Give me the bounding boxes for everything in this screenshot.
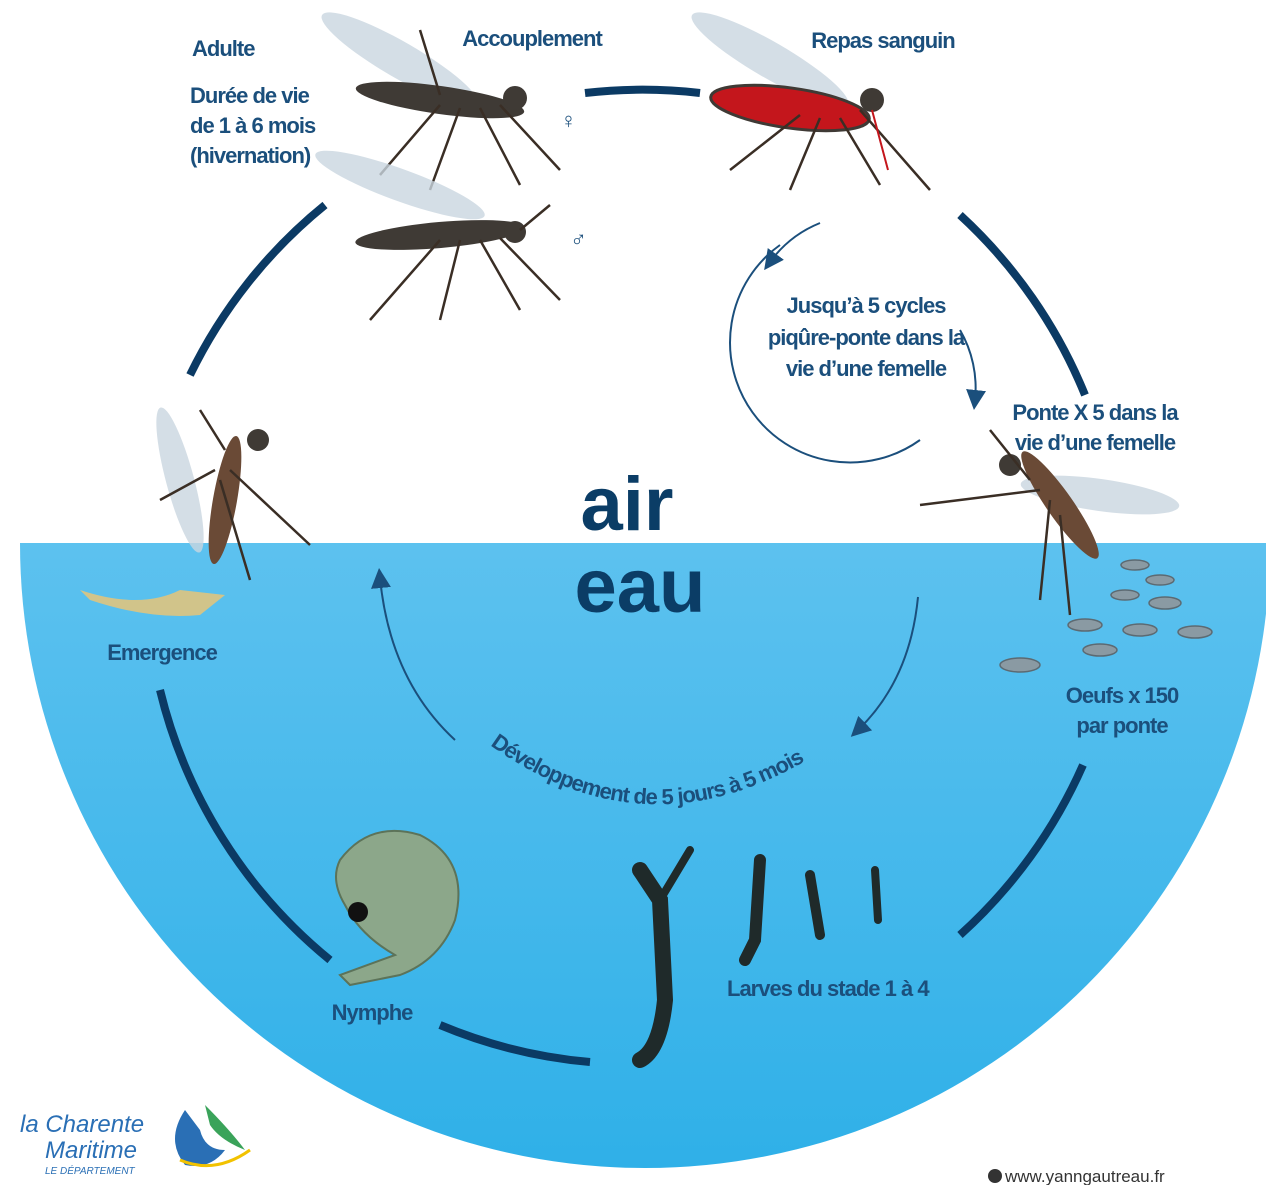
cycles-line: Jusqu’à 5 cycles	[787, 293, 947, 318]
mating-label: Accouplement	[462, 26, 603, 51]
lifespan-line: (hivernation)	[190, 143, 311, 168]
logo-line: LE DÉPARTEMENT	[45, 1164, 136, 1177]
mosquito-male	[310, 139, 560, 320]
credit-icon	[988, 1169, 1002, 1183]
female-symbol: ♀	[560, 108, 576, 133]
blood-meal-label: Repas sanguin	[811, 28, 955, 53]
laying-line: Ponte X 5 dans la	[1012, 400, 1179, 425]
lifespan-line: Durée de vie	[190, 83, 310, 108]
logo: la Charente Maritime LE DÉPARTEMENT	[20, 1105, 250, 1177]
air-label: air	[581, 462, 674, 547]
laying-line: vie d’une femelle	[1015, 430, 1176, 455]
larvae-label: Larves du stade 1 à 4	[727, 976, 930, 1001]
diagram: Adulte Durée de vie de 1 à 6 mois (hiver…	[0, 0, 1266, 1185]
water-label: eau	[575, 544, 706, 629]
eggs-line: par ponte	[1076, 713, 1168, 738]
logo-line: Maritime	[45, 1137, 137, 1164]
cycles-line: piqûre-ponte dans la	[768, 325, 966, 350]
lifespan-line: de 1 à 6 mois	[190, 113, 316, 138]
cycles-line: vie d’une femelle	[786, 356, 947, 381]
logo-line: la Charente	[20, 1111, 144, 1138]
credit: www.yanngautreau.fr	[1004, 1167, 1165, 1185]
nymph-label: Nymphe	[332, 1000, 414, 1025]
emergence-label: Emergence	[107, 640, 217, 665]
male-symbol: ♂	[570, 226, 586, 251]
eggs-line: Oeufs x 150	[1066, 683, 1179, 708]
adult-label: Adulte	[192, 36, 255, 61]
